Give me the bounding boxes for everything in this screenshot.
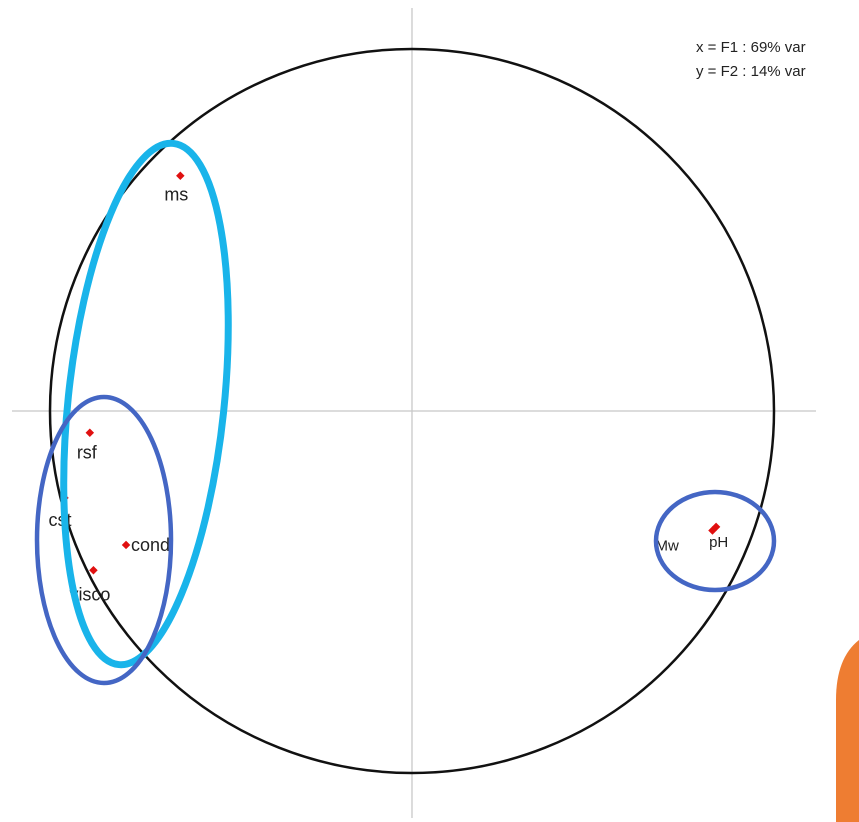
point-ms: [176, 171, 185, 180]
point-label-mw: Mw: [655, 537, 678, 554]
group-ellipse-light-blue: [60, 139, 232, 669]
point-label-visco: visco: [69, 584, 110, 604]
point-label-rsf: rsf: [77, 443, 98, 463]
point-rsf: [85, 428, 95, 437]
correlation-circle: [48, 47, 776, 775]
axis-info-y: y = F2 : 14% var: [696, 63, 806, 80]
point-label-ms: ms: [164, 185, 188, 205]
group-ellipse-dark-blue-right: [653, 489, 777, 593]
point-label-ph: pH: [709, 534, 728, 551]
point-label-cond: cond: [131, 535, 170, 555]
group-ellipse-dark-blue-left: [34, 394, 174, 686]
orange-corner-tab: [836, 640, 859, 822]
axis-info-x: x = F1 : 69% var: [696, 39, 806, 56]
point-ph: [711, 522, 721, 532]
